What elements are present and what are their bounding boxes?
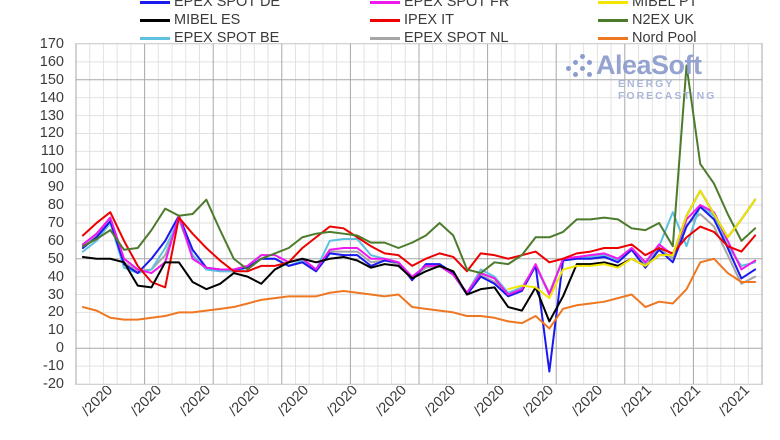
y-axis-tick: 30 <box>47 286 64 303</box>
y-axis-tick: 80 <box>47 197 64 214</box>
legend-item-nord-pool[interactable]: Nord Pool <box>598 30 696 46</box>
plot-area <box>75 43 763 385</box>
legend-item-epex-spot-nl[interactable]: EPEX SPOT NL <box>370 30 509 46</box>
legend-label-nord-pool: Nord Pool <box>632 30 697 46</box>
legend-label-mibel-es: MIBEL ES <box>174 12 241 28</box>
x-axis-tick: /2020 <box>471 386 508 420</box>
legend-swatch-n2ex-uk <box>598 18 628 22</box>
legend-item-n2ex-uk[interactable]: N2EX UK <box>598 12 694 28</box>
legend-swatch-epex-spot-nl <box>370 36 400 40</box>
x-axis-tick: /2021 <box>667 386 704 420</box>
y-axis-tick: 120 <box>39 125 64 142</box>
plot-svg <box>76 44 762 384</box>
y-axis-tick: 110 <box>40 143 64 160</box>
y-axis-tick: 100 <box>39 161 64 178</box>
legend-swatch-mibel-es <box>140 18 170 22</box>
legend-item-epex-spot-de[interactable]: EPEX SPOT DE <box>140 0 280 10</box>
x-axis-tick: /2020 <box>226 386 263 420</box>
legend-swatch-epex-spot-be <box>140 36 170 40</box>
legend-item-epex-spot-fr[interactable]: EPEX SPOT FR <box>370 0 509 10</box>
y-axis-tick: 60 <box>47 232 64 249</box>
x-axis-tick: /2020 <box>324 386 361 420</box>
y-axis-labels: 170 160 150 140 130 120 110 100 90 80 70 60 50 40 30 20… <box>0 36 70 392</box>
series-line-ipex-it <box>81 211 757 289</box>
legend-label-epex-spot-nl: EPEX SPOT NL <box>404 30 509 46</box>
y-axis-tick: 10 <box>47 322 64 339</box>
legend-swatch-ipex-it <box>370 18 400 22</box>
y-axis-tick: 40 <box>47 268 64 285</box>
y-axis-tick: 150 <box>39 71 64 88</box>
x-axis-tick: /2020 <box>177 386 214 420</box>
y-axis-tick: 160 <box>39 53 64 70</box>
x-axis-tick: /2020 <box>275 386 312 420</box>
x-axis-tick: /2021 <box>716 386 753 420</box>
series-lines <box>81 64 757 373</box>
x-axis-tick: /2020 <box>128 386 165 420</box>
legend-label-epex-spot-be: EPEX SPOT BE <box>174 30 280 46</box>
legend-swatch-epex-spot-fr <box>370 0 400 4</box>
x-axis-tick: /2020 <box>422 386 459 420</box>
legend-swatch-nord-pool <box>598 36 628 40</box>
legend-swatch-mibel-pt <box>598 0 628 4</box>
legend-label-ipex-it: IPEX IT <box>404 12 454 28</box>
gridlines-major <box>76 44 762 384</box>
y-axis-tick: 130 <box>39 107 64 124</box>
legend-label-epex-spot-fr: EPEX SPOT FR <box>404 0 510 10</box>
y-axis-tick: 50 <box>47 250 64 267</box>
x-axis-tick: /2020 <box>373 386 410 420</box>
legend-item-mibel-es[interactable]: MIBEL ES <box>140 12 240 28</box>
x-axis-tick: /2021 <box>618 386 655 420</box>
legend-label-mibel-pt: MIBEL PT <box>632 0 698 10</box>
legend-swatch-epex-spot-de <box>140 0 170 4</box>
legend-item-epex-spot-be[interactable]: EPEX SPOT BE <box>140 30 279 46</box>
y-axis-tick: 0 <box>55 340 64 357</box>
y-axis-tick: -20 <box>43 376 64 392</box>
series-line-nord-pool <box>81 257 757 330</box>
y-axis-tick: 140 <box>39 89 64 106</box>
legend-item-ipex-it[interactable]: IPEX IT <box>370 12 454 28</box>
x-axis-tick: /2020 <box>569 386 606 420</box>
y-axis-tick: 170 <box>39 36 64 52</box>
series-line-epex-spot-fr <box>81 204 757 296</box>
x-axis-tick: /2020 <box>520 386 557 420</box>
y-axis-tick: 70 <box>47 214 64 231</box>
legend-label-epex-spot-de: EPEX SPOT DE <box>174 0 281 10</box>
x-axis-tick: /2020 <box>79 386 116 420</box>
y-axis-tick: -10 <box>43 358 64 375</box>
legend-label-n2ex-uk: N2EX UK <box>632 12 695 28</box>
y-axis-tick: 20 <box>47 304 64 321</box>
y-axis-tick: 90 <box>47 179 64 196</box>
series-line-mibel-pt <box>507 189 757 300</box>
x-axis-labels: /2020/2020/2020/2020/2020/2020/2020/2020… <box>0 386 780 440</box>
chart-legend: EPEX SPOT DE EPEX SPOT FR MIBEL PT MIBEL… <box>0 0 780 46</box>
legend-item-mibel-pt[interactable]: MIBEL PT <box>598 0 698 10</box>
series-line-n2ex-uk <box>81 64 757 275</box>
